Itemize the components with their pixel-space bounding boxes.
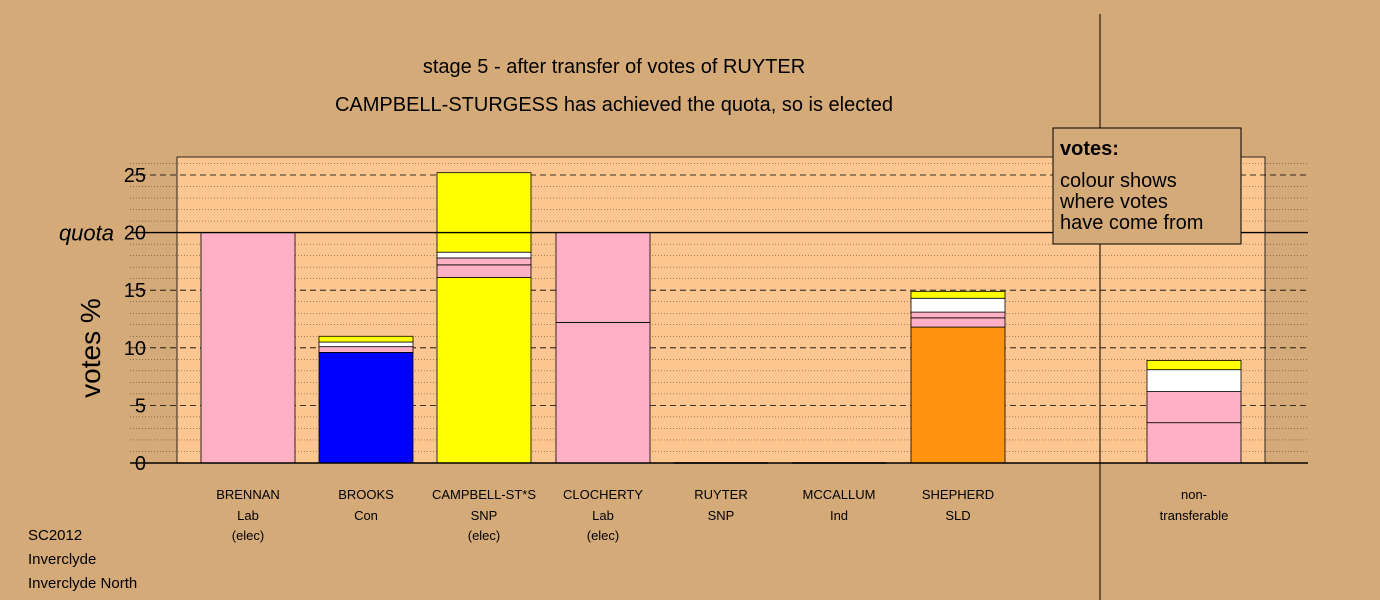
candidate-party: Lab bbox=[237, 508, 259, 523]
bar-segment bbox=[436, 172, 532, 253]
y-tick-label: 20 bbox=[124, 223, 146, 245]
bar-segment bbox=[318, 341, 414, 348]
bar-segment bbox=[1146, 422, 1242, 464]
bar-group bbox=[200, 232, 296, 464]
candidate-party: Con bbox=[354, 508, 378, 523]
bar-group bbox=[555, 232, 651, 464]
candidate-name: non- bbox=[1181, 487, 1207, 502]
chart-subtitle: CAMPBELL-STURGESS has achieved the quota… bbox=[335, 94, 893, 116]
y-tick-label: 25 bbox=[124, 165, 146, 187]
bar-segment bbox=[1146, 369, 1242, 392]
y-tick-label: 10 bbox=[124, 338, 146, 360]
candidate-name: RUYTER bbox=[694, 487, 747, 502]
candidate-party: SNP bbox=[708, 508, 735, 523]
candidate-name: BROOKS bbox=[338, 487, 394, 502]
candidate-name: CLOCHERTY bbox=[563, 487, 643, 502]
bar-segment bbox=[910, 326, 1006, 464]
y-tick-label: 5 bbox=[135, 395, 146, 417]
chart-title: stage 5 - after transfer of votes of RUY… bbox=[423, 56, 805, 78]
candidate-party: transferable bbox=[1160, 508, 1229, 523]
candidate-status: (elec) bbox=[587, 528, 620, 543]
bar-segment bbox=[910, 297, 1006, 313]
bar-segment bbox=[910, 290, 1006, 299]
bar-segment bbox=[318, 352, 414, 464]
bar-group bbox=[910, 290, 1006, 464]
footer-election: SC2012 bbox=[28, 527, 82, 544]
legend-text: where votes bbox=[1059, 191, 1168, 213]
bar-segment bbox=[910, 317, 1006, 328]
candidate-party: SLD bbox=[945, 508, 970, 523]
legend-title: votes: bbox=[1060, 138, 1119, 160]
candidate-name: MCCALLUM bbox=[803, 487, 876, 502]
bar-segment bbox=[318, 346, 414, 353]
candidate-party: Ind bbox=[830, 508, 848, 523]
legend-box bbox=[1052, 127, 1242, 245]
bar-segment bbox=[1146, 360, 1242, 371]
legend-text: have come from bbox=[1060, 212, 1203, 234]
candidate-party: Lab bbox=[592, 508, 614, 523]
candidate-name: CAMPBELL-ST*S bbox=[432, 487, 536, 502]
bar-segment bbox=[1146, 391, 1242, 424]
bar-segment bbox=[436, 257, 532, 266]
bar-group bbox=[436, 172, 532, 464]
bar-group bbox=[318, 335, 414, 464]
bar-segment bbox=[200, 232, 296, 464]
y-tick-label: 15 bbox=[124, 280, 146, 302]
bar-group bbox=[1146, 360, 1242, 464]
bar-segment bbox=[436, 277, 532, 464]
bar-segment bbox=[436, 251, 532, 259]
candidate-party: SNP bbox=[471, 508, 498, 523]
candidate-name: SHEPHERD bbox=[922, 487, 994, 502]
candidate-status: (elec) bbox=[232, 528, 265, 543]
quota-label: quota bbox=[59, 221, 114, 246]
footer-ward: Inverclyde North bbox=[28, 575, 137, 592]
bar-segment bbox=[910, 311, 1006, 319]
legend-text: colour shows bbox=[1060, 170, 1177, 192]
bar-segment bbox=[555, 322, 651, 464]
y-tick-label: 0 bbox=[135, 453, 146, 475]
candidate-status: (elec) bbox=[468, 528, 501, 543]
y-axis-label: votes % bbox=[75, 298, 106, 398]
footer-council: Inverclyde bbox=[28, 551, 96, 568]
bar-segment bbox=[555, 232, 651, 323]
bar-segment bbox=[436, 264, 532, 278]
bar-segment bbox=[318, 335, 414, 343]
candidate-name: BRENNAN bbox=[216, 487, 280, 502]
